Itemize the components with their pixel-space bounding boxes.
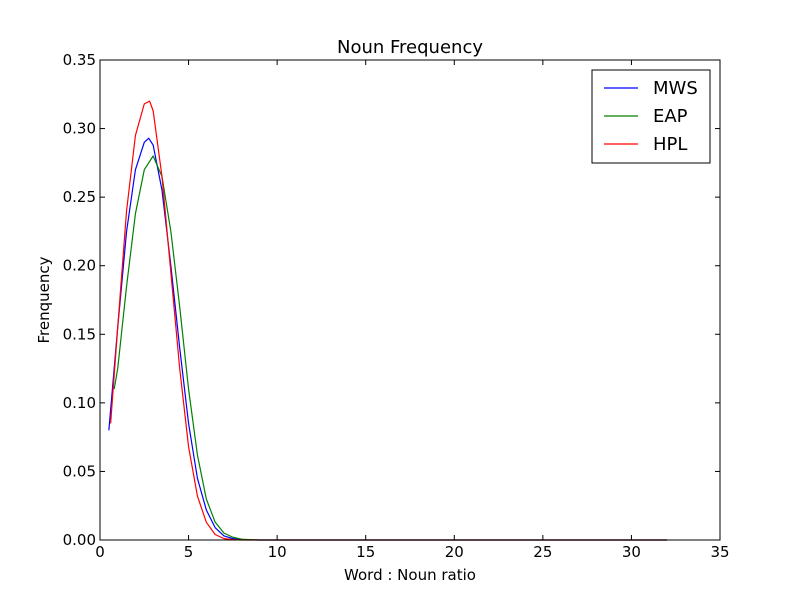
x-axis: 0 5 10 15 20 25 30 35	[95, 60, 730, 561]
y-axis: 0.00 0.05 0.10 0.15 0.20 0.25 0.30 0.35	[63, 51, 720, 549]
y-tick-label: 0.35	[63, 51, 96, 69]
y-tick-label: 0.25	[63, 188, 96, 206]
y-tick-label: 0.05	[63, 462, 96, 480]
y-tick-label: 0.00	[63, 531, 96, 549]
x-tick-label: 20	[445, 543, 464, 561]
plot-frame	[99, 59, 721, 541]
x-tick-label: 10	[268, 543, 287, 561]
x-tick-label: 0	[95, 543, 105, 561]
legend: MWS EAP HPL	[591, 69, 711, 164]
x-tick-label: 35	[710, 543, 729, 561]
y-axis-label: Frenquency	[35, 256, 53, 343]
y-tick-label: 0.30	[63, 120, 96, 138]
legend-items: MWS EAP HPL	[604, 78, 698, 155]
x-tick-label: 5	[184, 543, 194, 561]
x-axis-label: Word : Noun ratio	[344, 566, 476, 584]
chart-title: Noun Frequency	[337, 37, 483, 58]
y-tick-label: 0.15	[63, 325, 96, 343]
legend-label-hpl: HPL	[653, 134, 687, 155]
legend-label-eap: EAP	[653, 106, 688, 127]
x-tick-label: 15	[356, 543, 375, 561]
y-tick-label: 0.10	[63, 394, 96, 412]
legend-label-mws: MWS	[653, 78, 698, 99]
x-tick-label: 25	[533, 543, 552, 561]
y-tick-label: 0.20	[63, 257, 96, 275]
x-tick-label: 30	[622, 543, 641, 561]
